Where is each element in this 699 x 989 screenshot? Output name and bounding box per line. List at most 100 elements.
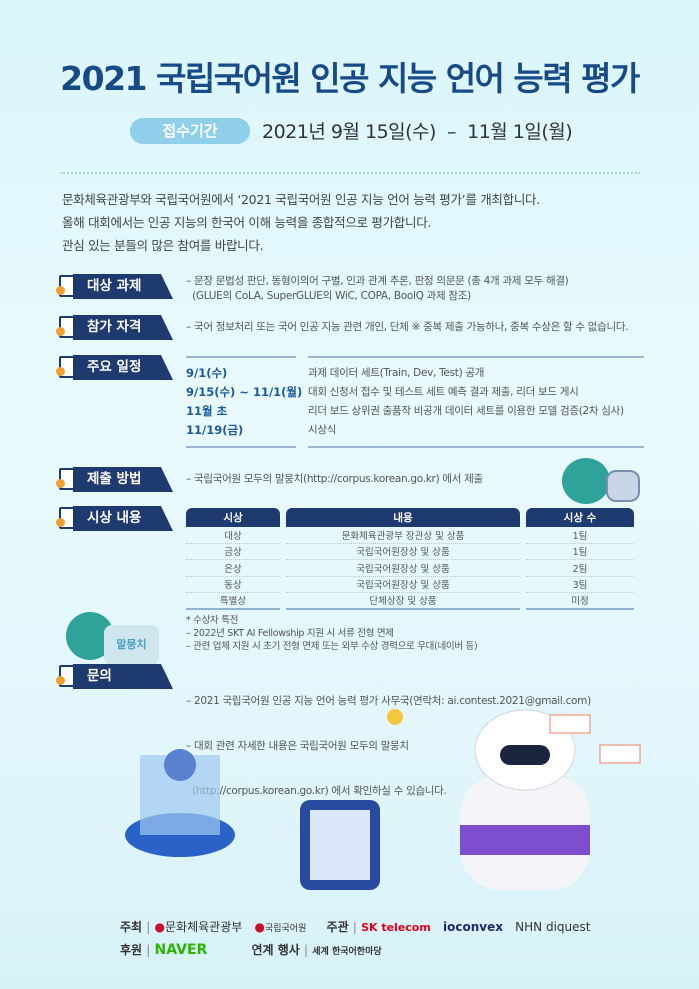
divider	[186, 356, 296, 358]
section-label: 시상 내용	[73, 506, 173, 531]
submission-text: – 국립국어원 모두의 말뭉치(http://corpus.korean.go.…	[186, 473, 483, 485]
speech-bubble	[549, 714, 591, 734]
schedule-date: 11/19(금)	[186, 423, 244, 437]
table-header: 시상	[186, 508, 280, 527]
phone-screen	[310, 810, 370, 880]
schedule-desc: 대회 신청서 접수 및 테스트 세트 예측 결과 제출, 리더 보드 게시	[308, 386, 579, 398]
divider	[308, 446, 644, 448]
related-label: 연계 행사	[251, 943, 300, 957]
schedule-date: 9/15(수) ~ 11/1(월)	[186, 385, 303, 399]
table-cell: 1팀	[526, 544, 634, 560]
checklist-icon	[56, 356, 75, 378]
intro-line: 관심 있는 분들의 많은 참여를 바랍니다.	[62, 238, 264, 253]
organizer-logo: NHN diquest	[515, 920, 591, 934]
schedule-date: 9/1(수)	[186, 366, 228, 380]
section-label: 대상 과제	[73, 274, 173, 299]
page-title: 2021 국립국어원 인공 지능 언어 능력 평가	[60, 59, 640, 98]
table-cell: 단체상장 및 상품	[286, 593, 520, 610]
section-task: 대상 과제	[55, 274, 173, 299]
host-label: 주최	[120, 920, 143, 934]
table-cell: 국립국어원장상 및 상품	[286, 544, 520, 560]
section-submission: 제출 방법	[55, 467, 173, 492]
robot-head	[164, 749, 196, 781]
footer-sponsor: 후원 | NAVER 연계 행사 | 세계 한국어한마당	[120, 942, 382, 958]
section-eligibility: 참가 자격	[55, 315, 173, 340]
organizer-logo: SK telecom	[361, 921, 431, 934]
text-line: – 문장 문법성 판단, 동형이의어 구별, 인과 관계 추론, 판정 의문문 …	[186, 275, 569, 287]
section-label: 문의	[73, 664, 173, 689]
schedule-date: 11월 초	[186, 404, 228, 418]
table-row: 동상 국립국어원장상 및 상품 3팀	[186, 577, 634, 593]
table-cell: 국립국어원장상 및 상품	[286, 577, 520, 593]
schedule-dates: 9/1(수) 9/15(수) ~ 11/1(월) 11월 초 11/19(금)	[186, 364, 302, 440]
divider	[60, 172, 640, 174]
contact-text: – 2021 국립국어원 인공 지능 언어 능력 평가 사무국(연락처: ai.…	[186, 664, 591, 814]
naver-logo: NAVER	[154, 942, 208, 958]
text-line: (GLUE의 CoLA, SuperGLUE의 WiC, COPA, BoolQ…	[186, 290, 471, 302]
table-cell: 금상	[186, 544, 280, 560]
checklist-icon	[56, 316, 75, 338]
sponsor-label: 후원	[120, 943, 143, 957]
schedule-desc: 시상식	[308, 424, 337, 436]
table-row: 특별상 단체상장 및 상품 미정	[186, 593, 634, 610]
organizer-label: 주관	[326, 920, 349, 934]
table-cell: 특별상	[186, 593, 280, 610]
table-row: 대상 문화체육관광부 장관상 및 상품 1팀	[186, 527, 634, 544]
note-line: – 관련 업체 지원 시 초기 전형 면제 또는 외부 수상 경력으로 우대(네…	[186, 641, 478, 652]
schedule-descs: 과제 데이터 세트(Train, Dev, Test) 공개 대회 신청서 접수…	[308, 364, 624, 440]
checklist-icon	[56, 507, 75, 529]
table-cell: 1팀	[526, 527, 634, 544]
schedule-desc: 리더 보드 상위권 출품작 비공개 데이터 세트를 이용한 모델 검증(2차 심…	[308, 405, 624, 417]
section-awards: 시상 내용	[55, 506, 173, 531]
period-value: 2021년 9월 15일(수) – 11월 1일(월)	[262, 121, 573, 143]
text-line: (http://corpus.korean.go.kr) 에서 확인하실 수 있…	[186, 785, 447, 797]
host-logo: 국립국어원	[264, 924, 307, 934]
note-line: – 2022년 SKT AI Fellowship 지원 시 서류 전형 면제	[186, 628, 394, 639]
table-cell: 동상	[186, 577, 280, 593]
robot-belt	[460, 825, 590, 855]
table-cell: 미정	[526, 593, 634, 610]
table-row: 금상 국립국어원장상 및 상품 1팀	[186, 544, 634, 560]
divider	[308, 356, 644, 358]
table-cell: 은상	[186, 560, 280, 577]
corpus-sign: 말뭉치	[104, 625, 159, 665]
section-contact: 문의	[55, 664, 173, 689]
table-cell: 2팀	[526, 560, 634, 577]
lightbulb-icon	[387, 709, 403, 725]
speech-bubble	[599, 744, 641, 764]
table-row: 은상 국립국어원장상 및 상품 2팀	[186, 560, 634, 577]
table-cell: 대상	[186, 527, 280, 544]
table-cell: 3팀	[526, 577, 634, 593]
checklist-icon	[56, 665, 75, 687]
eligibility-text: – 국어 정보처리 또는 국어 인공 지능 관련 개인, 단체 ※ 중복 제출 …	[186, 321, 629, 333]
robot-mascot-illustration	[606, 470, 640, 502]
table-header: 시상 수	[526, 508, 634, 527]
section-label: 제출 방법	[73, 467, 173, 492]
ai-illustration	[125, 709, 641, 890]
related-logo: 세계 한국어한마당	[312, 947, 382, 957]
text-line: – 대회 관련 자세한 내용은 국립국어원 모두의 말뭉치	[186, 740, 409, 752]
schedule-desc: 과제 데이터 세트(Train, Dev, Test) 공개	[308, 367, 485, 379]
intro-line: 문화체육관광부와 국립국어원에서 ‘2021 국립국어원 인공 지능 언어 능력…	[62, 192, 540, 207]
robot-face	[500, 745, 550, 765]
awards-table: 시상 내용 시상 수 대상 문화체육관광부 장관상 및 상품 1팀 금상 국립국어원장상…	[180, 508, 640, 610]
checklist-icon	[56, 468, 75, 490]
table-cell: 문화체육관광부 장관상 및 상품	[286, 527, 520, 544]
table-header: 내용	[286, 508, 520, 527]
note-line: * 수상자 특전	[186, 615, 239, 626]
text-line: – 2021 국립국어원 인공 지능 언어 능력 평가 사무국(연락처: ai.…	[186, 695, 591, 707]
section-label: 참가 자격	[73, 315, 173, 340]
organizer-logo: ioconvex	[443, 920, 503, 934]
host-logo: 문화체육관광부	[165, 920, 243, 934]
task-text: – 문장 문법성 판단, 동형이의어 구별, 인과 관계 추론, 판정 의문문 …	[186, 274, 569, 304]
intro-line: 올해 대회에서는 인공 지능의 한국어 이해 능력을 종합적으로 평가합니다.	[62, 215, 432, 230]
intro: 문화체육관광부와 국립국어원에서 ‘2021 국립국어원 인공 지능 언어 능력…	[62, 188, 540, 257]
section-schedule: 주요 일정	[55, 355, 173, 380]
checklist-icon	[56, 275, 75, 297]
award-notes: * 수상자 특전 – 2022년 SKT AI Fellowship 지원 시 …	[186, 614, 478, 653]
footer-host: 주최 | ●문화체육관광부 ●국립국어원 주관 | SK telecom ioc…	[120, 920, 591, 934]
section-label: 주요 일정	[73, 355, 173, 380]
table-cell: 국립국어원장상 및 상품	[286, 560, 520, 577]
period-label: 접수기간	[130, 118, 250, 144]
divider	[186, 446, 296, 448]
